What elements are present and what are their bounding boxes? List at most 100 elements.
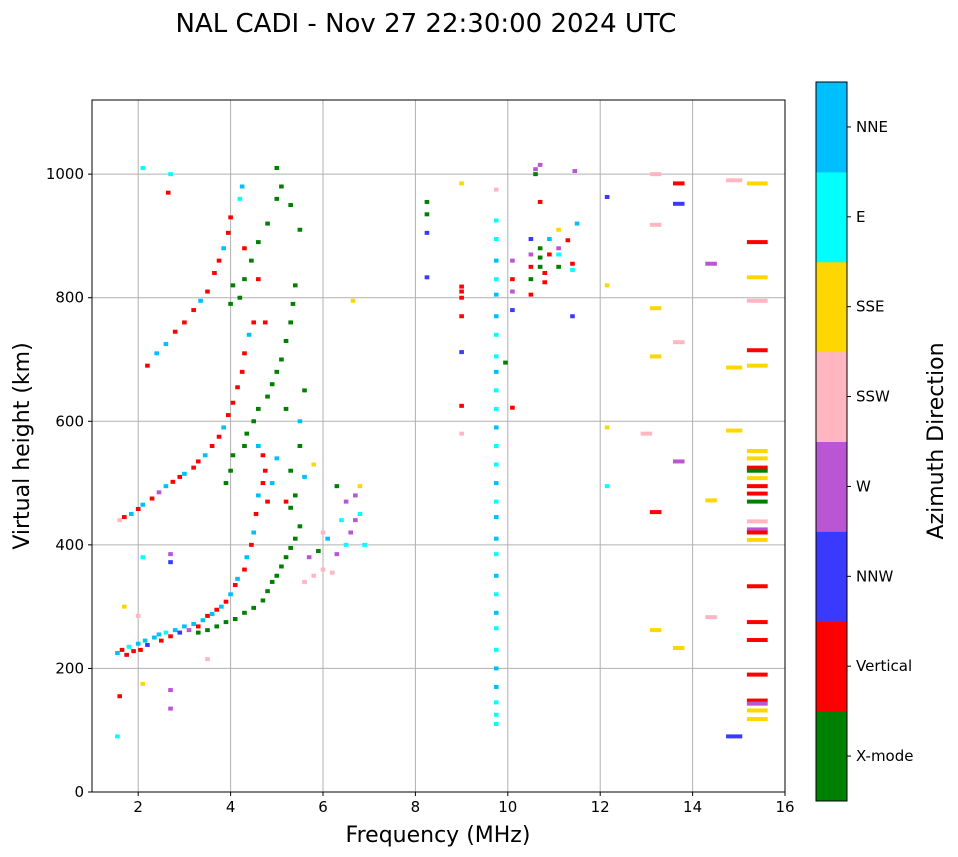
- echo-point-vertical: [746, 672, 768, 677]
- echo-point-nne: [191, 621, 196, 626]
- echo-point-vertical: [235, 385, 240, 390]
- echo-point-ssw: [705, 615, 717, 620]
- echo-point-vertical: [182, 320, 187, 325]
- echo-point-ssw: [329, 570, 335, 575]
- echo-point-e: [493, 722, 499, 727]
- echo-point-vertical: [746, 240, 768, 245]
- echo-point-nne: [493, 369, 499, 374]
- echo-point-vertical: [672, 181, 685, 186]
- echo-point-nne: [269, 481, 275, 486]
- x-tick-label: 2: [133, 798, 143, 816]
- echo-point-nne: [493, 536, 499, 541]
- echo-point-nne: [493, 610, 499, 615]
- echo-point-vertical: [528, 264, 534, 269]
- echo-point-nne: [228, 592, 233, 597]
- echo-point-w: [510, 289, 515, 294]
- echo-point-x-mode: [288, 505, 293, 510]
- echo-point-x-mode: [537, 264, 543, 269]
- echo-point-x-mode: [249, 258, 254, 263]
- echo-point-x-mode: [279, 184, 284, 189]
- echo-point-x-mode: [292, 493, 298, 498]
- echo-point-vertical: [459, 295, 464, 300]
- x-tick-label: 8: [411, 798, 421, 816]
- echo-point-vertical: [746, 698, 768, 703]
- echo-point-x-mode: [274, 196, 280, 201]
- echo-point-x-mode: [528, 277, 534, 282]
- echo-point-w: [168, 688, 173, 693]
- echo-point-nne: [163, 342, 169, 347]
- echo-point-nnw: [528, 237, 534, 242]
- colorbar-swatch: [816, 531, 847, 622]
- echo-point-x-mode: [302, 388, 307, 393]
- echo-point-nne: [140, 502, 146, 507]
- colorbar: X-mode Vertical NNW W SSW SSE E NNE: [815, 81, 913, 802]
- echo-point-nne: [493, 573, 499, 578]
- echo-point-nne: [246, 332, 252, 337]
- echo-point-nnw: [145, 642, 150, 647]
- echo-point-sse: [746, 708, 768, 713]
- echo-point-vertical: [746, 638, 768, 643]
- echo-point-sse: [604, 283, 610, 288]
- echo-point-nne: [574, 221, 580, 226]
- echo-point-vertical: [510, 277, 515, 282]
- colorbar-tick-label: NNE: [856, 118, 888, 136]
- echo-point-vertical: [216, 434, 222, 439]
- echo-point-vertical: [459, 403, 464, 408]
- echo-point-e: [493, 552, 499, 557]
- echo-point-vertical: [149, 496, 155, 501]
- echo-point-sse: [357, 484, 363, 489]
- echo-point-vertical: [649, 510, 662, 515]
- colorbar-swatch: [816, 351, 847, 442]
- x-tick-label: 16: [775, 798, 794, 816]
- echo-point-vertical: [195, 459, 201, 464]
- echo-point-vertical: [746, 491, 768, 496]
- echo-point-w: [306, 555, 312, 560]
- echo-point-vertical: [232, 583, 238, 588]
- echo-point-x-mode: [288, 545, 293, 550]
- echo-point-w: [705, 261, 717, 266]
- echo-point-ssw: [746, 298, 768, 303]
- echo-point-w: [510, 258, 515, 263]
- echo-point-x-mode: [288, 468, 293, 473]
- echo-point-nne: [221, 425, 226, 430]
- echo-point-ssw: [320, 567, 326, 572]
- echo-point-vertical: [251, 320, 257, 325]
- echo-point-vertical: [223, 599, 229, 604]
- echo-point-vertical: [260, 453, 266, 458]
- x-tick-label: 10: [498, 798, 517, 816]
- echo-point-vertical: [131, 649, 136, 654]
- echo-point-x-mode: [256, 240, 261, 245]
- echo-point-sse: [726, 428, 743, 433]
- echo-point-nne: [493, 314, 499, 319]
- echo-point-x-mode: [265, 394, 270, 399]
- echo-point-x-mode: [424, 199, 430, 204]
- echo-point-ssw: [493, 187, 499, 192]
- echo-point-nne: [493, 292, 499, 297]
- echo-point-x-mode: [283, 406, 289, 411]
- echo-point-w: [533, 167, 538, 172]
- echo-point-ssw: [320, 530, 326, 535]
- y-tick-label: 1000: [46, 165, 84, 183]
- echo-point-w: [572, 169, 578, 174]
- echo-point-vertical: [205, 289, 210, 294]
- echo-point-w: [353, 518, 358, 523]
- echo-point-nne: [115, 650, 120, 655]
- echo-point-ssw: [649, 222, 662, 227]
- echo-point-x-mode: [256, 406, 261, 411]
- echo-point-e: [493, 237, 499, 242]
- echo-point-vertical: [228, 215, 233, 220]
- echo-point-x-mode: [228, 468, 233, 473]
- echo-point-vertical: [242, 351, 247, 356]
- echo-point-vertical: [172, 329, 178, 334]
- echo-point-nnw: [459, 350, 464, 355]
- echo-point-x-mode: [537, 246, 543, 251]
- echo-point-x-mode: [424, 212, 430, 217]
- echo-point-x-mode: [260, 598, 266, 603]
- echo-point-e: [339, 518, 344, 523]
- echo-point-e: [343, 542, 349, 547]
- echo-point-vertical: [542, 271, 548, 275]
- echo-point-e: [140, 555, 146, 560]
- echo-point-vertical: [542, 280, 548, 285]
- y-axis-label: Virtual height (km): [10, 342, 35, 549]
- echo-point-w: [746, 701, 768, 706]
